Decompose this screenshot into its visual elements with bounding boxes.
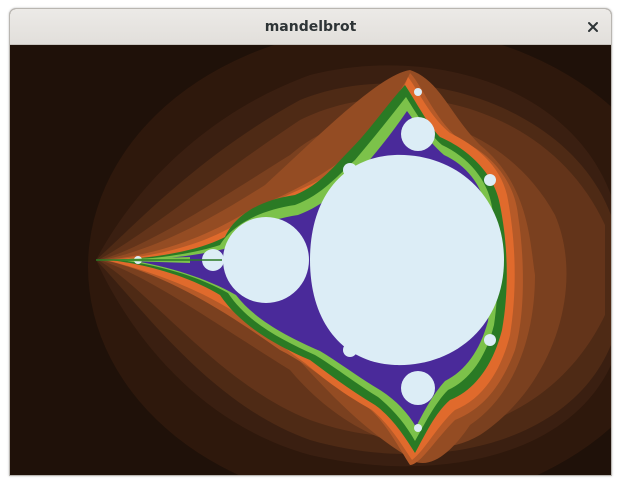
- mandelbrot-render: [10, 45, 611, 475]
- close-icon: [587, 21, 599, 33]
- period-2-bulb: [223, 217, 309, 303]
- title-bar[interactable]: mandelbrot: [10, 9, 611, 45]
- top-bulb: [401, 117, 435, 151]
- bottom-bulb: [401, 371, 435, 405]
- window-title: mandelbrot: [264, 19, 357, 35]
- fractal-canvas[interactable]: [10, 45, 611, 475]
- close-button[interactable]: [581, 15, 605, 39]
- main-cardioid: [310, 154, 504, 366]
- app-window: mandelbrot: [9, 8, 612, 476]
- mandelbrot-set-interior: [134, 88, 504, 432]
